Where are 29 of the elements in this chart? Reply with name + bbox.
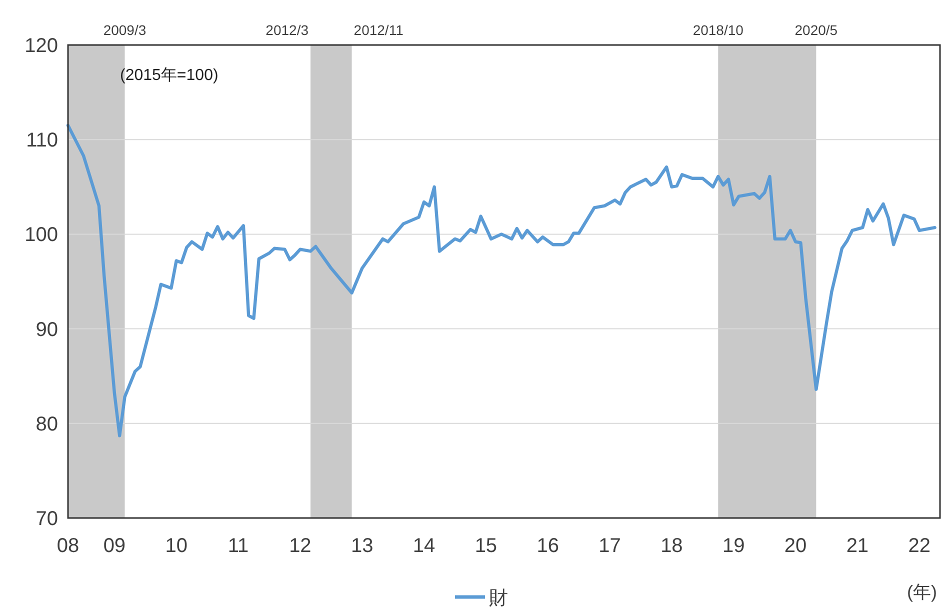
x-tick-label: 16 [536,535,559,557]
annotation: 2012/11 [354,22,404,38]
annotation: 2020/5 [794,22,838,38]
annotation: 2012/3 [266,22,309,38]
x-tick-label: 18 [660,535,683,557]
annotation: 2018/10 [692,22,744,38]
annotation: 2009/3 [103,22,146,38]
y-tick-label: 90 [36,318,58,341]
x-tick-label: 20 [784,535,807,557]
x-axis-title: (年) [907,582,937,602]
y-tick-label: 80 [36,413,58,436]
y-tick-label: 70 [36,508,58,530]
x-tick-label: 10 [165,535,188,557]
x-tick-label: 09 [103,535,126,557]
x-tick-label: 12 [289,535,312,557]
x-tick-label: 15 [474,535,498,557]
x-tick-label: 13 [350,535,374,557]
x-tick-label: 11 [228,535,249,557]
x-tick-label: 14 [412,535,436,557]
x-tick-label: 08 [56,535,80,557]
y-tick-label: 110 [26,130,58,152]
annotation: (2015年=100) [120,67,218,84]
x-tick-label: 17 [598,535,621,557]
y-tick-label: 120 [24,35,58,57]
x-tick-label: 21 [846,535,869,557]
y-tick-label: 100 [24,224,58,246]
x-tick-label: 22 [908,535,930,557]
legend-label: 財 [489,588,508,609]
x-tick-label: 19 [722,535,745,557]
